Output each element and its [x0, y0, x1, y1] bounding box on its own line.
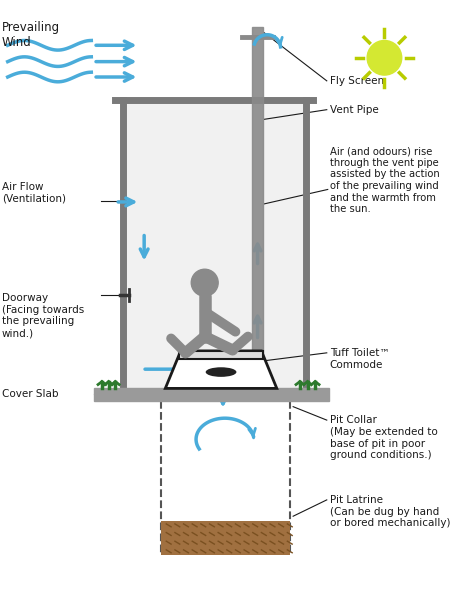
Polygon shape: [165, 351, 277, 388]
Text: Air (and odours) rise
through the vent pipe
assisted by the action
of the prevai: Air (and odours) rise through the vent p…: [329, 146, 439, 214]
Text: Air Flow
(Ventilation): Air Flow (Ventilation): [2, 181, 66, 203]
Bar: [252, 27, 264, 388]
Circle shape: [367, 41, 402, 75]
Text: Doorway
(Facing towards
the prevailing
wind.): Doorway (Facing towards the prevailing w…: [2, 294, 84, 338]
Text: Fly Screen: Fly Screen: [329, 76, 384, 86]
Text: Tuff Toilet™
Commode: Tuff Toilet™ Commode: [329, 348, 390, 370]
Text: Cover Slab: Cover Slab: [2, 389, 58, 399]
Text: Pit Collar
(May be extended to
base of pit in poor
ground conditions.): Pit Collar (May be extended to base of p…: [329, 415, 438, 460]
Bar: [94, 388, 328, 401]
Text: Vent Pipe: Vent Pipe: [329, 105, 378, 114]
Text: Prevailing
Wind: Prevailing Wind: [2, 22, 60, 49]
Circle shape: [191, 269, 218, 296]
Bar: [123, 100, 306, 388]
Polygon shape: [162, 521, 290, 555]
Ellipse shape: [206, 367, 237, 377]
Text: Pit Latrine
(Can be dug by hand
or bored mechanically): Pit Latrine (Can be dug by hand or bored…: [329, 495, 450, 528]
Bar: [179, 351, 264, 359]
